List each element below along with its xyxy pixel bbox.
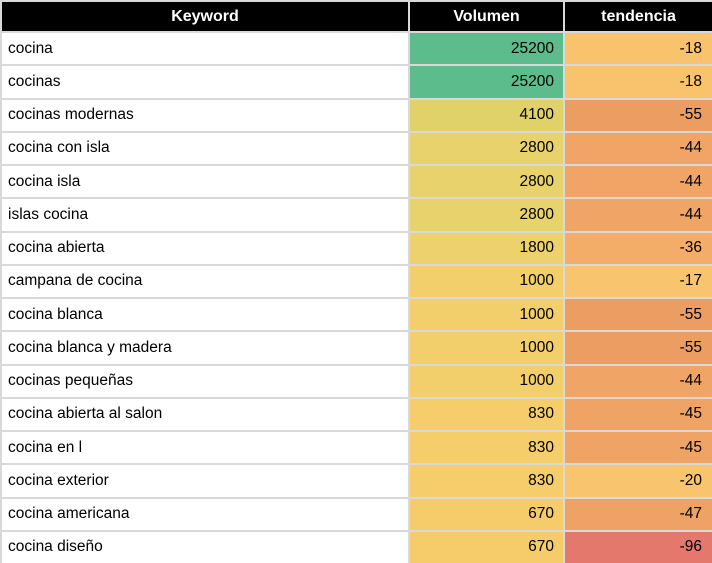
volumen-cell[interactable]: 2800 [410, 199, 563, 231]
volumen-cell[interactable]: 4100 [410, 99, 563, 131]
table-row: campana de cocina 1000 -17 [2, 265, 712, 297]
tendencia-cell[interactable]: -20 [565, 465, 712, 497]
volumen-cell[interactable]: 1000 [410, 365, 563, 397]
tendencia-cell[interactable]: -18 [565, 33, 712, 65]
volumen-cell[interactable]: 2800 [410, 166, 563, 198]
table-row: cocina abierta al salon 830 -45 [2, 398, 712, 430]
table-row: cocina en l 830 -45 [2, 432, 712, 464]
volumen-cell[interactable]: 670 [410, 531, 563, 563]
table-row: cocina exterior 830 -20 [2, 465, 712, 497]
volumen-cell[interactable]: 2800 [410, 132, 563, 164]
tendencia-cell[interactable]: -55 [565, 332, 712, 364]
table-row: cocina blanca y madera 1000 -55 [2, 332, 712, 364]
tendencia-cell[interactable]: -44 [565, 166, 712, 198]
volumen-cell[interactable]: 25200 [410, 33, 563, 65]
tendencia-cell[interactable]: -17 [565, 265, 712, 297]
keyword-cell[interactable]: cocina exterior [2, 465, 408, 497]
column-header-tendencia[interactable]: tendencia [565, 2, 712, 31]
tendencia-cell[interactable]: -44 [565, 132, 712, 164]
keyword-cell[interactable]: islas cocina [2, 199, 408, 231]
volumen-cell[interactable]: 830 [410, 432, 563, 464]
volumen-cell[interactable]: 1000 [410, 265, 563, 297]
keyword-cell[interactable]: cocina isla [2, 166, 408, 198]
table-row: cocinas pequeñas 1000 -44 [2, 365, 712, 397]
tendencia-cell[interactable]: -18 [565, 66, 712, 98]
tendencia-cell[interactable]: -47 [565, 498, 712, 530]
table-row: islas cocina 2800 -44 [2, 199, 712, 231]
tendencia-cell[interactable]: -96 [565, 531, 712, 563]
keyword-cell[interactable]: cocinas [2, 66, 408, 98]
keyword-cell[interactable]: cocina americana [2, 498, 408, 530]
tendencia-cell[interactable]: -45 [565, 398, 712, 430]
column-header-keyword[interactable]: Keyword [2, 2, 408, 31]
keyword-cell[interactable]: cocina abierta al salon [2, 398, 408, 430]
tendencia-cell[interactable]: -44 [565, 199, 712, 231]
keyword-cell[interactable]: cocina abierta [2, 232, 408, 264]
table-row: cocina con isla 2800 -44 [2, 132, 712, 164]
volumen-cell[interactable]: 670 [410, 498, 563, 530]
tendencia-cell[interactable]: -55 [565, 299, 712, 331]
keyword-cell[interactable]: cocina [2, 33, 408, 65]
table-row: cocina isla 2800 -44 [2, 166, 712, 198]
volumen-cell[interactable]: 1000 [410, 299, 563, 331]
tendencia-cell[interactable]: -44 [565, 365, 712, 397]
keyword-cell[interactable]: cocinas modernas [2, 99, 408, 131]
tendencia-cell[interactable]: -36 [565, 232, 712, 264]
table-row: cocina 25200 -18 [2, 33, 712, 65]
volumen-cell[interactable]: 830 [410, 465, 563, 497]
keyword-cell[interactable]: cocina con isla [2, 132, 408, 164]
table-row: cocina blanca 1000 -55 [2, 299, 712, 331]
table-row: cocinas modernas 4100 -55 [2, 99, 712, 131]
tendencia-cell[interactable]: -55 [565, 99, 712, 131]
table-row: cocina abierta 1800 -36 [2, 232, 712, 264]
keyword-cell[interactable]: cocinas pequeñas [2, 365, 408, 397]
table-header-row: Keyword Volumen tendencia [2, 2, 712, 31]
table-row: cocinas 25200 -18 [2, 66, 712, 98]
volumen-cell[interactable]: 25200 [410, 66, 563, 98]
table-row: cocina americana 670 -47 [2, 498, 712, 530]
keyword-cell[interactable]: cocina en l [2, 432, 408, 464]
keyword-cell[interactable]: cocina blanca [2, 299, 408, 331]
tendencia-cell[interactable]: -45 [565, 432, 712, 464]
keyword-cell[interactable]: campana de cocina [2, 265, 408, 297]
keyword-cell[interactable]: cocina diseño [2, 531, 408, 563]
column-header-volumen[interactable]: Volumen [410, 2, 563, 31]
table-row: cocina diseño 670 -96 [2, 531, 712, 563]
volumen-cell[interactable]: 1800 [410, 232, 563, 264]
volumen-cell[interactable]: 830 [410, 398, 563, 430]
volumen-cell[interactable]: 1000 [410, 332, 563, 364]
keyword-cell[interactable]: cocina blanca y madera [2, 332, 408, 364]
